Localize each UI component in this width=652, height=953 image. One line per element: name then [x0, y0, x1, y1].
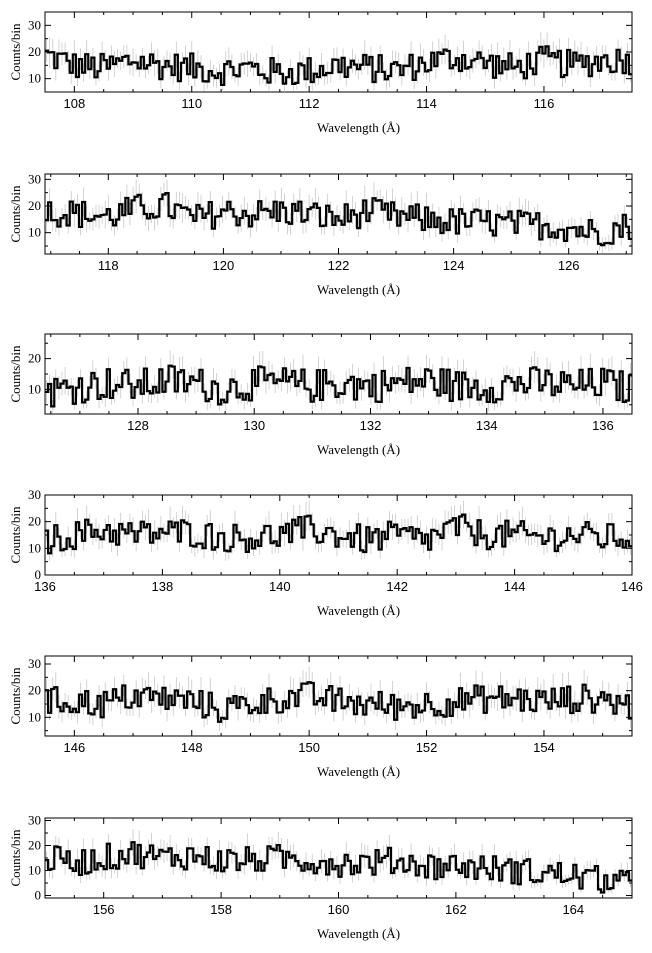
y-tick-label: 10	[28, 863, 41, 878]
x-tick-label: 138	[152, 579, 174, 594]
x-axis-label: Wavelength (Å)	[317, 120, 400, 135]
x-tick-label: 122	[328, 258, 350, 273]
y-tick-label: 30	[28, 487, 41, 502]
x-axis-label: Wavelength (Å)	[317, 603, 400, 618]
x-tick-label: 164	[562, 902, 584, 917]
x-tick-label: 156	[93, 902, 115, 917]
x-axis-label: Wavelength (Å)	[317, 442, 400, 457]
y-tick-label: 30	[28, 656, 41, 671]
y-tick-label: 10	[28, 71, 41, 86]
plot-frame	[44, 173, 633, 255]
x-tick-label: 160	[328, 902, 350, 917]
x-tick-label: 130	[243, 418, 265, 433]
y-tick-label: 20	[28, 351, 41, 366]
spectrum-panel-1: 108 110 112 114 116 10 20 30 Wavelength (Å) Count…	[8, 11, 633, 135]
x-tick-label: 162	[445, 902, 467, 917]
spectrum-line	[45, 45, 632, 87]
y-tick-label: 10	[28, 381, 41, 396]
x-tick-label: 136	[34, 579, 56, 594]
y-tick-label: 20	[28, 683, 41, 698]
x-tick-label: 132	[360, 418, 382, 433]
spectrum-line	[45, 513, 632, 555]
y-axis-label: Counts/bin	[8, 23, 23, 81]
y-tick-label: 0	[35, 567, 42, 582]
x-tick-label: 124	[443, 258, 465, 273]
y-tick-label: 30	[28, 17, 41, 32]
x-tick-label: 146	[63, 740, 85, 755]
x-tick-label: 118	[98, 258, 119, 273]
y-axis-label: Counts/bin	[8, 185, 23, 243]
x-tick-label: 152	[416, 740, 438, 755]
x-tick-label: 154	[533, 740, 555, 755]
x-tick-label: 144	[504, 579, 526, 594]
x-tick-label: 116	[534, 96, 555, 111]
x-axis-label: Wavelength (Å)	[317, 926, 400, 941]
x-tick-label: 114	[416, 96, 437, 111]
x-tick-label: 120	[213, 258, 235, 273]
x-tick-label: 128	[127, 418, 149, 433]
x-tick-label: 146	[621, 579, 643, 594]
y-tick-label: 20	[28, 44, 41, 59]
spectrum-panel-4: 136 138 140 142 144 146 0 10 20 30 Wavelength (Å) C…	[8, 487, 643, 618]
y-tick-label: 10	[28, 540, 41, 555]
spectrum-panel-6: 156 158 160 162 164 0 10 20 30 Wavelength (Å) Coun…	[8, 813, 633, 941]
x-axis-label: Wavelength (Å)	[317, 764, 400, 779]
y-axis-label: Counts/bin	[8, 506, 23, 564]
y-axis-label: Counts/bin	[8, 345, 23, 403]
spectrum-panel-3: 128 130 132 134 136 10 20 Wavelength (Å) Counts/…	[8, 333, 633, 457]
y-tick-label: 0	[35, 888, 42, 903]
x-tick-label: 112	[299, 96, 320, 111]
x-axis-label: Wavelength (Å)	[317, 282, 400, 297]
x-tick-label: 148	[181, 740, 203, 755]
spectrum-line	[45, 191, 632, 247]
spectrum-panel-2: 118 120 122 124 126 10 20 30 Wavelength (Å) Count…	[8, 171, 633, 297]
x-tick-label: 140	[269, 579, 291, 594]
x-tick-label: 134	[476, 418, 498, 433]
y-axis-label: Counts/bin	[8, 829, 23, 887]
y-axis-label: Counts/bin	[8, 667, 23, 725]
y-tick-label: 20	[28, 838, 41, 853]
y-tick-label: 20	[28, 514, 41, 529]
x-tick-label: 150	[298, 740, 320, 755]
x-tick-label: 126	[558, 258, 580, 273]
x-tick-label: 142	[386, 579, 408, 594]
spectrum-line	[45, 681, 632, 723]
x-tick-label: 110	[181, 96, 202, 111]
y-tick-label: 30	[28, 171, 41, 186]
y-tick-label: 20	[28, 198, 41, 213]
error-bars	[46, 350, 631, 413]
x-tick-label: 108	[63, 96, 85, 111]
x-tick-label: 136	[592, 418, 614, 433]
x-tick-label: 158	[210, 902, 232, 917]
y-tick-label: 30	[28, 813, 41, 828]
y-tick-label: 10	[28, 709, 41, 724]
spectrum-line	[45, 364, 632, 408]
spectrum-panel-5: 146 148 150 152 154 10 20 30 Wavelength (Å) Count…	[8, 655, 633, 779]
spectrum-line	[45, 841, 632, 894]
y-tick-label: 10	[28, 225, 41, 240]
